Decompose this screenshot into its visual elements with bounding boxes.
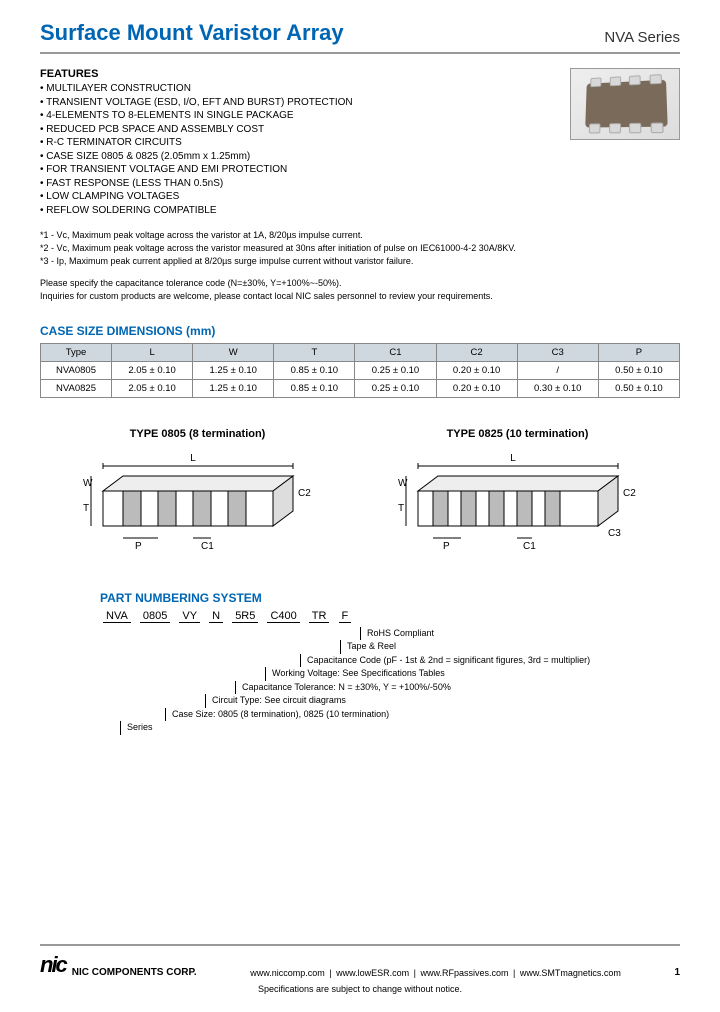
col-header: C3	[517, 343, 598, 361]
footer-link: www.niccomp.com	[250, 968, 325, 978]
cell: 0.85 ± 0.10	[274, 379, 355, 397]
feature-item: REFLOW SOLDERING COMPATIBLE	[40, 204, 680, 218]
logo-icon: nic	[40, 952, 66, 978]
svg-text:W: W	[398, 478, 408, 489]
col-header: C2	[436, 343, 517, 361]
cell: 0.50 ± 0.10	[598, 379, 679, 397]
pn-code: N	[209, 610, 223, 623]
feature-item: FOR TRANSIENT VOLTAGE AND EMI PROTECTION	[40, 163, 680, 177]
pn-code: F	[339, 610, 352, 623]
cell: 0.30 ± 0.10	[517, 379, 598, 397]
svg-text:T: T	[83, 503, 89, 514]
page-footer: nic NIC COMPONENTS CORP. www.niccomp.com…	[40, 944, 680, 994]
footnote-3: *3 - Ip, Maximum peak current applied at…	[40, 255, 680, 267]
diagram-0825-svg: L W T P C1 C2 C3	[388, 446, 648, 556]
pn-label: RoHS Compliant	[360, 627, 680, 641]
cell: 0.25 ± 0.10	[355, 361, 436, 379]
dimensions-table: Type L W T C1 C2 C3 P NVA0805 2.05 ± 0.1…	[40, 343, 680, 398]
feature-item: FAST RESPONSE (LESS THAN 0.5nS)	[40, 177, 680, 191]
part-numbering-heading: PART NUMBERING SYSTEM	[100, 591, 680, 605]
product-image	[570, 68, 680, 140]
pn-label: Series	[120, 721, 680, 735]
table-row: NVA0825 2.05 ± 0.10 1.25 ± 0.10 0.85 ± 0…	[41, 379, 680, 397]
svg-text:C2: C2	[623, 488, 636, 499]
inquiry-line: Please specify the capacitance tolerance…	[40, 277, 680, 289]
inquiry-line: Inquiries for custom products are welcom…	[40, 290, 680, 302]
company-name: NIC COMPONENTS CORP.	[72, 967, 197, 978]
pn-label: Tape & Reel	[340, 640, 680, 654]
table-header-row: Type L W T C1 C2 C3 P	[41, 343, 680, 361]
cell: 0.85 ± 0.10	[274, 361, 355, 379]
pn-code: VY	[179, 610, 200, 623]
footer-link: www.lowESR.com	[336, 968, 409, 978]
diagram-title: TYPE 0825 (10 termination)	[388, 428, 648, 440]
pn-code: 5R5	[232, 610, 258, 623]
title-bar: Surface Mount Varistor Array NVA Series	[40, 20, 680, 54]
cell: NVA0805	[41, 361, 112, 379]
chip-body-graphic	[585, 80, 668, 128]
svg-text:L: L	[510, 453, 516, 464]
logo-area: nic NIC COMPONENTS CORP.	[40, 952, 197, 978]
svg-text:C2: C2	[298, 488, 311, 499]
pn-code: TR	[309, 610, 330, 623]
cell: 0.20 ± 0.10	[436, 379, 517, 397]
dimensions-heading: CASE SIZE DIMENSIONS (mm)	[40, 324, 680, 338]
features-section: FEATURES MULTILAYER CONSTRUCTION TRANSIE…	[40, 68, 680, 217]
pn-code: C400	[267, 610, 299, 623]
pn-code: 0805	[140, 610, 170, 623]
diagram-title: TYPE 0805 (8 termination)	[73, 428, 323, 440]
footer-divider	[40, 944, 680, 946]
pn-label: Capacitance Code (pF - 1st & 2nd = signi…	[300, 654, 680, 668]
cell: NVA0825	[41, 379, 112, 397]
svg-text:P: P	[443, 541, 450, 552]
cell: 2.05 ± 0.10	[112, 361, 193, 379]
part-numbering-section: PART NUMBERING SYSTEM NVA 0805 VY N 5R5 …	[100, 591, 680, 735]
col-header: W	[193, 343, 274, 361]
footnote-1: *1 - Vc, Maximum peak voltage across the…	[40, 229, 680, 241]
pn-label: Circuit Type: See circuit diagrams	[205, 694, 680, 708]
feature-item: LOW CLAMPING VOLTAGES	[40, 190, 680, 204]
page-number: 1	[674, 967, 680, 978]
cell: 1.25 ± 0.10	[193, 379, 274, 397]
inquiry-text: Please specify the capacitance tolerance…	[40, 277, 680, 301]
diagram-0805: TYPE 0805 (8 termination) L W T	[73, 428, 323, 561]
svg-text:C3: C3	[608, 528, 621, 539]
svg-text:C1: C1	[201, 541, 214, 552]
cell: /	[517, 361, 598, 379]
svg-text:L: L	[190, 453, 196, 464]
footer-link: www.SMTmagnetics.com	[520, 968, 621, 978]
svg-text:T: T	[398, 503, 404, 514]
table-row: NVA0805 2.05 ± 0.10 1.25 ± 0.10 0.85 ± 0…	[41, 361, 680, 379]
svg-text:W: W	[83, 478, 93, 489]
col-header: T	[274, 343, 355, 361]
series-label: NVA Series	[604, 29, 680, 46]
cell: 1.25 ± 0.10	[193, 361, 274, 379]
cell: 0.50 ± 0.10	[598, 361, 679, 379]
svg-text:P: P	[135, 541, 142, 552]
pn-label: Case Size: 0805 (8 termination), 0825 (1…	[165, 708, 680, 722]
pn-code: NVA	[103, 610, 131, 623]
footer-link: www.RFpassives.com	[420, 968, 508, 978]
cell: 0.20 ± 0.10	[436, 361, 517, 379]
pn-label: Working Voltage: See Specifications Tabl…	[265, 667, 680, 681]
spec-change-note: Specifications are subject to change wit…	[40, 984, 680, 994]
pn-label: Capacitance Tolerance: N = ±30%, Y = +10…	[235, 681, 680, 695]
cell: 0.25 ± 0.10	[355, 379, 436, 397]
feature-item: CASE SIZE 0805 & 0825 (2.05mm x 1.25mm)	[40, 150, 680, 164]
cell: 2.05 ± 0.10	[112, 379, 193, 397]
diagrams-row: TYPE 0805 (8 termination) L W T	[40, 428, 680, 561]
svg-text:C1: C1	[523, 541, 536, 552]
col-header: P	[598, 343, 679, 361]
footer-links: www.niccomp.com | www.lowESR.com | www.R…	[248, 968, 623, 978]
footnotes: *1 - Vc, Maximum peak voltage across the…	[40, 229, 680, 267]
diagram-0825: TYPE 0825 (10 termination) L W	[388, 428, 648, 561]
diagram-0805-svg: L W T P C1 C2	[73, 446, 323, 556]
page-title: Surface Mount Varistor Array	[40, 20, 344, 46]
part-number-labels: RoHS Compliant Tape & Reel Capacitance C…	[100, 627, 680, 735]
footnote-2: *2 - Vc, Maximum peak voltage across the…	[40, 242, 680, 254]
col-header: C1	[355, 343, 436, 361]
col-header: Type	[41, 343, 112, 361]
col-header: L	[112, 343, 193, 361]
part-number-codes: NVA 0805 VY N 5R5 C400 TR F	[100, 610, 680, 623]
